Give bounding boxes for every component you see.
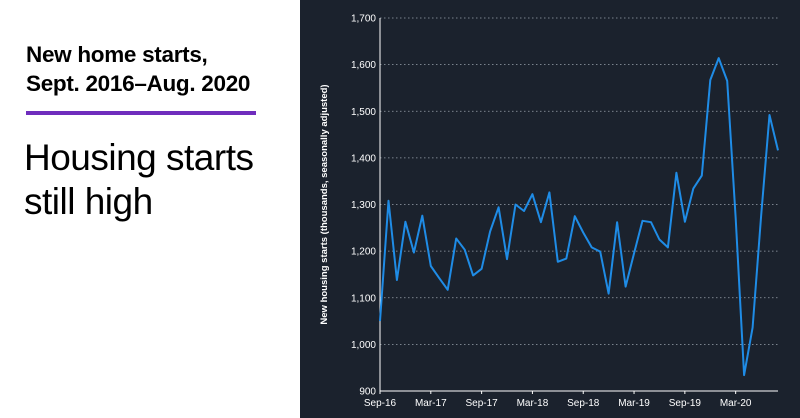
headline-line-2: Sept. 2016–Aug. 2020 bbox=[26, 71, 251, 96]
y-tick-label: 1,100 bbox=[351, 293, 376, 304]
y-tick-label: 900 bbox=[359, 387, 376, 398]
subhead-line-2: still high bbox=[24, 181, 153, 222]
series-line bbox=[379, 57, 779, 377]
x-tick-label: Sep-16 bbox=[364, 398, 397, 409]
x-tick-label: Mar-20 bbox=[720, 398, 752, 409]
y-tick-label: 1,000 bbox=[351, 340, 376, 351]
y-tick-label: 1,300 bbox=[351, 200, 376, 211]
subhead: Housing starts still high bbox=[24, 136, 294, 224]
x-tick-label: Mar-18 bbox=[517, 398, 549, 409]
chart-panel: 900 1,000 1,100 1,200 1,300 1,400 1,500 1,600 1,… bbox=[300, 0, 800, 418]
x-tick-label: Sep-18 bbox=[567, 398, 600, 409]
y-tick-label: 1,700 bbox=[351, 14, 376, 25]
y-axis-label: New housing starts (thousands, seasonall… bbox=[319, 84, 330, 324]
subhead-line-1: Housing starts bbox=[24, 137, 254, 178]
text-panel: New home starts, Sept. 2016–Aug. 2020 Ho… bbox=[0, 0, 300, 418]
y-tick-label: 1,400 bbox=[351, 153, 376, 164]
x-tick-label: Mar-19 bbox=[618, 398, 650, 409]
headline-line-1: New home starts, bbox=[26, 42, 208, 67]
y-tick-label: 1,600 bbox=[351, 60, 376, 71]
accent-rule bbox=[26, 111, 256, 115]
x-tick-label: Mar-17 bbox=[415, 398, 447, 409]
x-tick-label: Sep-19 bbox=[669, 398, 702, 409]
y-tick-label: 1,500 bbox=[351, 107, 376, 118]
line-chart: 900 1,000 1,100 1,200 1,300 1,400 1,500 1,600 1,… bbox=[319, 14, 779, 409]
headline: New home starts, Sept. 2016–Aug. 2020 bbox=[26, 40, 296, 98]
x-tick-label: Sep-17 bbox=[465, 398, 498, 409]
y-tick-label: 1,200 bbox=[351, 247, 376, 258]
